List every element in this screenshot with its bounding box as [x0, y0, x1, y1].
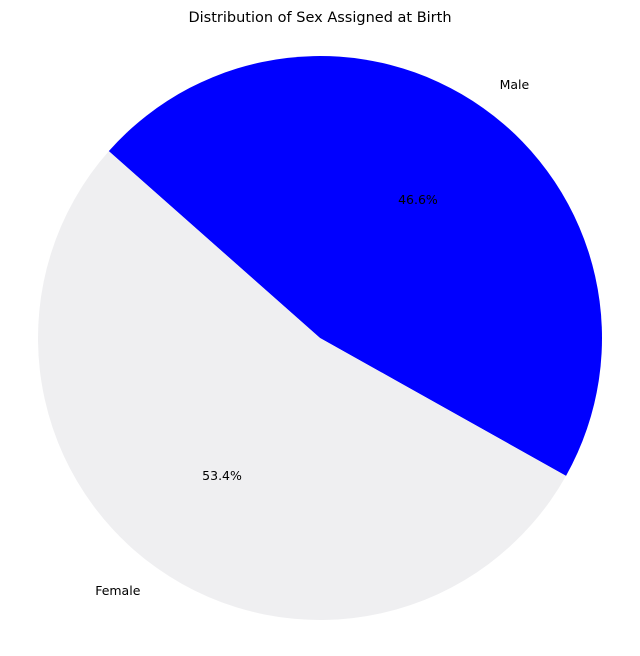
percent-label-male: 46.6% [398, 192, 438, 207]
pie-slices [38, 55, 603, 620]
percent-label-female: 53.4% [202, 468, 242, 483]
category-label-male: Male [500, 77, 530, 92]
pie-slice-male [108, 55, 603, 476]
chart-title: Distribution of Sex Assigned at Birth [188, 10, 451, 26]
pie-labels: Male 46.6% Female 53.4% [95, 77, 529, 598]
pie-slice-female [38, 151, 567, 620]
category-label-female: Female [95, 583, 141, 598]
